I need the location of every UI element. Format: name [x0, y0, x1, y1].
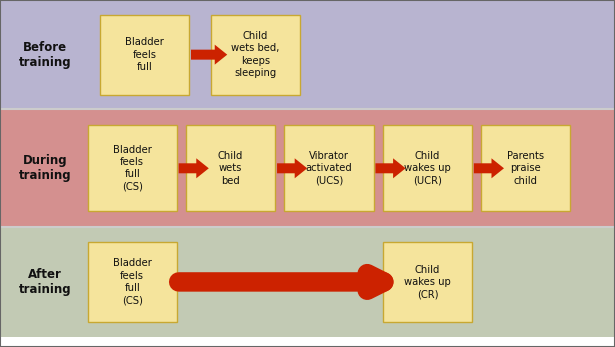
FancyBboxPatch shape [186, 125, 275, 211]
FancyBboxPatch shape [87, 242, 177, 322]
Bar [0, 0, 615, 109]
FancyBboxPatch shape [210, 15, 300, 95]
Text: Before
training: Before training [18, 41, 71, 69]
FancyBboxPatch shape [100, 15, 189, 95]
Text: Child
wets
bed: Child wets bed [218, 151, 244, 186]
Text: During
training: During training [18, 154, 71, 182]
FancyBboxPatch shape [383, 125, 472, 211]
FancyBboxPatch shape [87, 125, 177, 211]
FancyBboxPatch shape [383, 242, 472, 322]
Text: After
training: After training [18, 268, 71, 296]
Text: Vibrator
activated
(UCS): Vibrator activated (UCS) [306, 151, 352, 186]
Text: Bladder
feels
full
(CS): Bladder feels full (CS) [113, 258, 152, 306]
Text: Child
wakes up
(UCR): Child wakes up (UCR) [404, 151, 451, 186]
Bar [0, 227, 615, 337]
FancyBboxPatch shape [284, 125, 374, 211]
FancyBboxPatch shape [481, 125, 571, 211]
Text: Child
wakes up
(CR): Child wakes up (CR) [404, 264, 451, 299]
Bar [0, 109, 615, 227]
Text: Child
wets bed,
keeps
sleeping: Child wets bed, keeps sleeping [231, 31, 279, 78]
Text: Bladder
feels
full
(CS): Bladder feels full (CS) [113, 145, 152, 192]
Text: Parents
praise
child: Parents praise child [507, 151, 544, 186]
Text: Bladder
feels
full: Bladder feels full [125, 37, 164, 72]
